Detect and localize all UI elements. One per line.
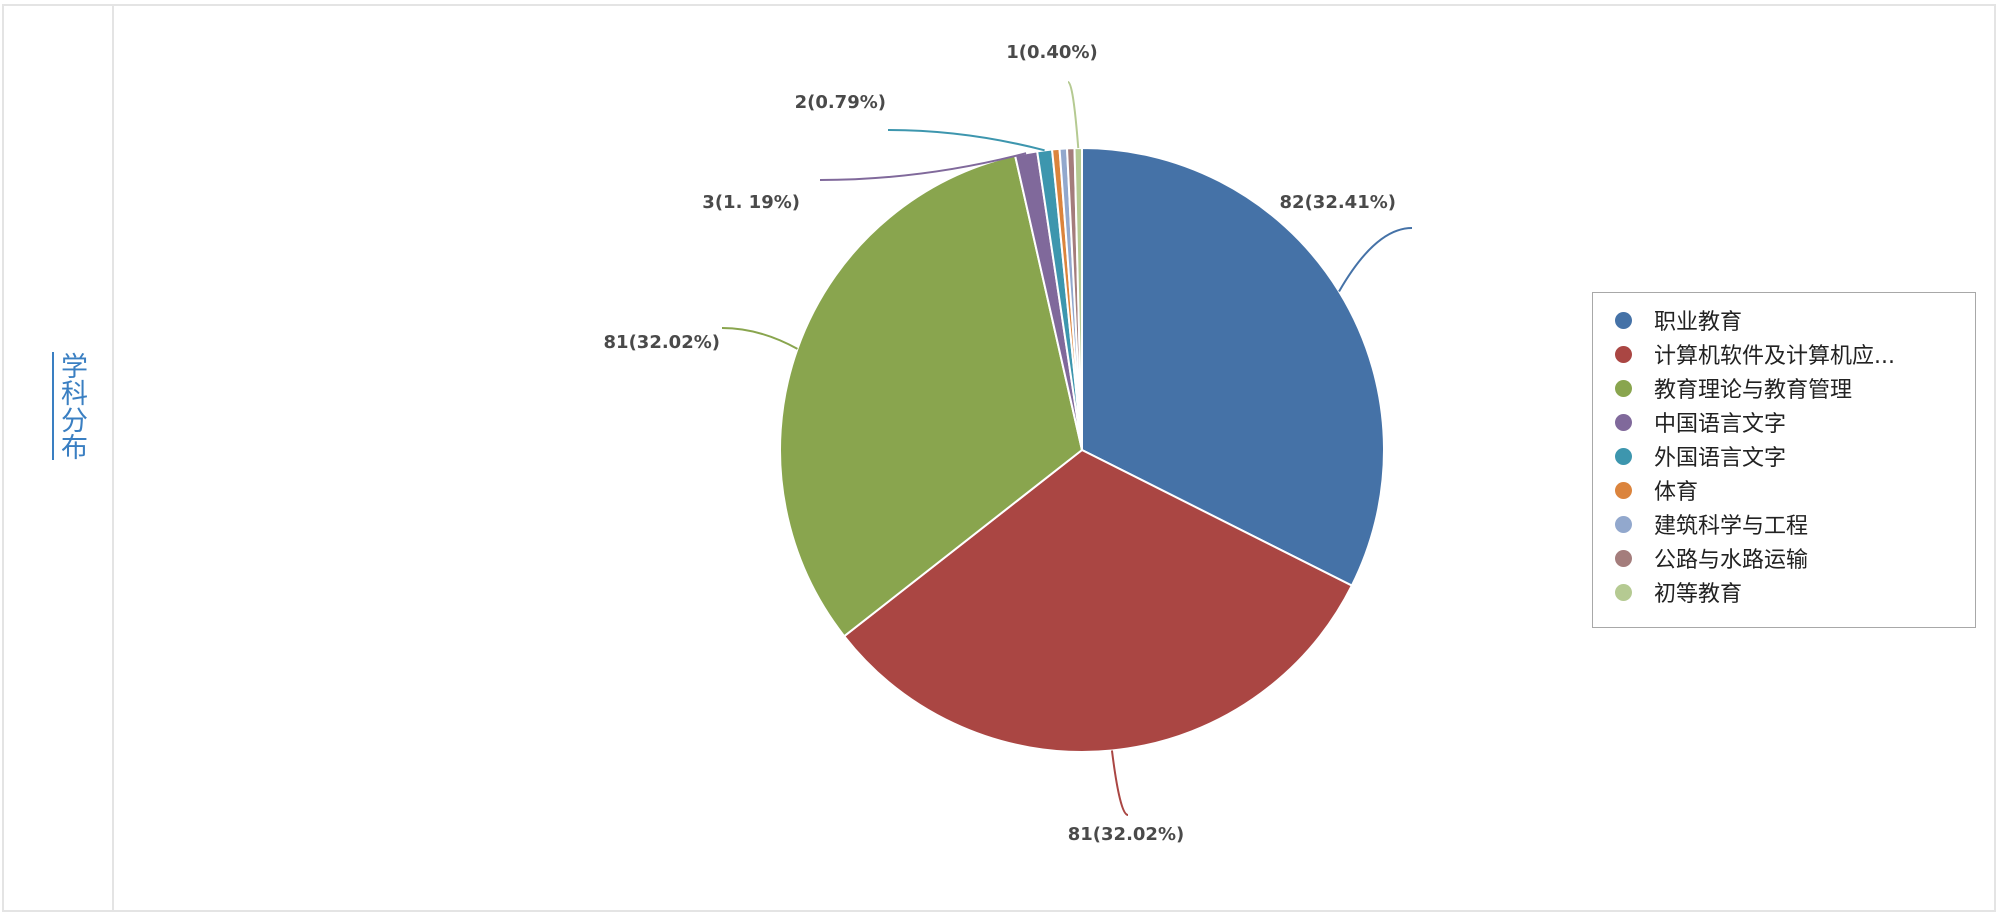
chart-frame <box>2 4 1996 912</box>
legend-label: 教育理论与教育管理 <box>1654 378 1853 403</box>
leader-line-5 <box>887 129 1045 152</box>
legend-item-8[interactable]: 公路与水路运输 <box>1615 543 1808 573</box>
legend-marker-icon <box>1615 413 1632 431</box>
legend-marker-icon <box>1615 549 1632 567</box>
pie-slice-1[interactable] <box>1081 146 1385 587</box>
legend-marker-icon <box>1615 379 1632 397</box>
leader-line-3 <box>721 327 798 350</box>
legend-marker-icon <box>1615 311 1632 329</box>
legend-marker-icon <box>1615 345 1632 363</box>
legend-item-3[interactable]: 教育理论与教育管理 <box>1615 373 1852 403</box>
data-label-4: 3(1. 19%) <box>702 192 800 213</box>
data-label-9: 1(0.40%) <box>1006 42 1097 63</box>
legend-label: 计算机软件及计算机应... <box>1654 344 1895 369</box>
legend-item-9[interactable]: 初等教育 <box>1615 577 1742 607</box>
data-label-5: 2(0.79%) <box>795 92 886 113</box>
legend-label: 体育 <box>1654 480 1699 505</box>
legend-item-2[interactable]: 计算机软件及计算机应... <box>1615 339 1895 369</box>
legend-item-4[interactable]: 中国语言文字 <box>1615 407 1786 437</box>
legend-item-7[interactable]: 建筑科学与工程 <box>1615 509 1808 539</box>
legend-item-6[interactable]: 体育 <box>1615 475 1698 505</box>
data-label-1: 82(32.41%) <box>1280 192 1396 213</box>
legend-marker-icon <box>1615 583 1632 601</box>
leader-line-9 <box>1067 81 1080 149</box>
leader-line-2 <box>1110 750 1129 816</box>
legend: 职业教育计算机软件及计算机应... 教育理论与教育管理 中国语言文字 外国语言文字 体育… <box>1592 292 1976 628</box>
legend-marker-icon <box>1615 447 1632 465</box>
data-label-2: 81(32.02%) <box>1068 824 1184 845</box>
legend-label: 建筑科学与工程 <box>1654 514 1809 539</box>
legend-marker-icon <box>1615 481 1632 499</box>
sidebar-title: 学科分布 <box>52 352 88 460</box>
legend-item-1[interactable]: 职业教育 <box>1615 305 1742 335</box>
legend-label: 中国语言文字 <box>1654 412 1787 437</box>
legend-marker-icon <box>1615 515 1632 533</box>
leader-line-4 <box>819 152 1027 181</box>
leader-line-1 <box>1338 227 1413 292</box>
legend-label: 职业教育 <box>1654 310 1743 335</box>
data-label-3: 81(32.02%) <box>604 332 720 353</box>
legend-label: 公路与水路运输 <box>1654 548 1809 573</box>
sidebar: 学科分布 <box>2 4 114 912</box>
legend-item-5[interactable]: 外国语言文字 <box>1615 441 1786 471</box>
legend-label: 初等教育 <box>1654 582 1743 607</box>
legend-label: 外国语言文字 <box>1654 446 1787 471</box>
